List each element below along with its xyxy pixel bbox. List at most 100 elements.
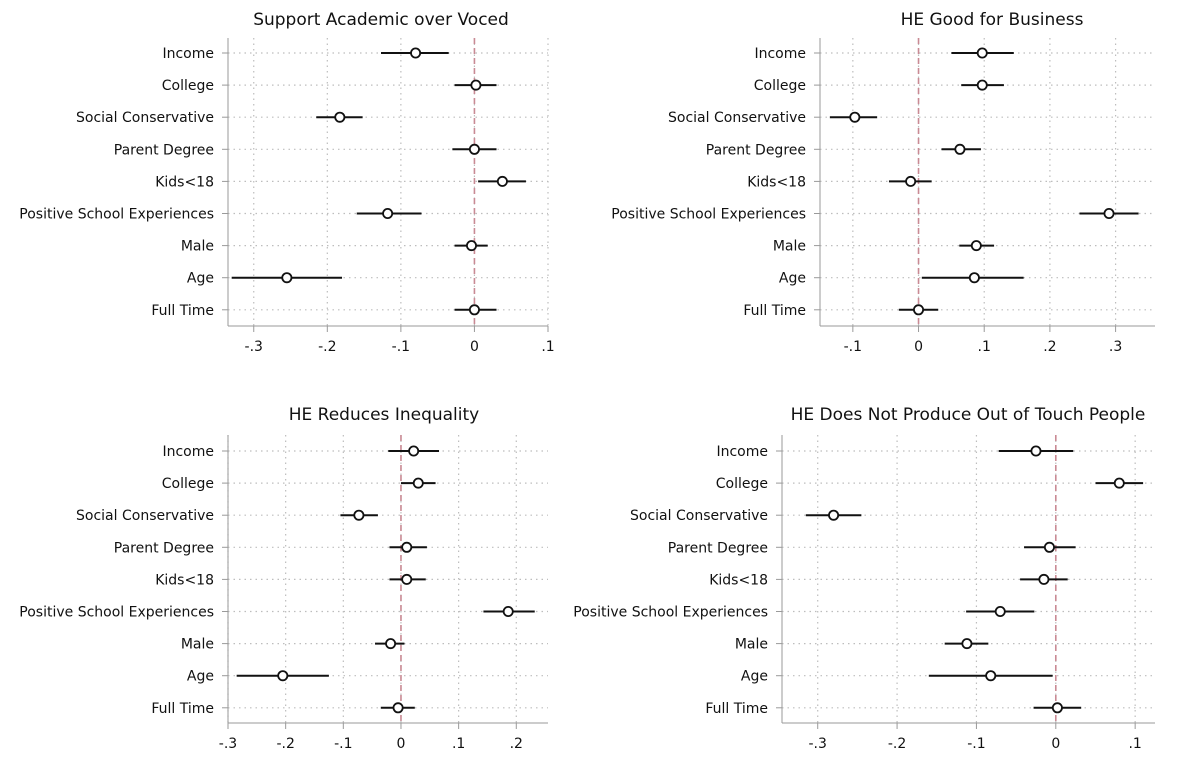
point-estimate	[1051, 702, 1063, 714]
y-tick-label: College	[162, 476, 214, 492]
point-estimate	[401, 541, 413, 553]
y-tick-label: Social Conservative	[668, 110, 806, 126]
y-tick-label: Age	[187, 669, 214, 685]
x-tick-label: -.1	[392, 339, 410, 355]
point-estimate	[410, 47, 422, 59]
point-estimate	[470, 79, 482, 91]
y-tick-label: Income	[716, 444, 768, 460]
x-tick-label: 0	[914, 339, 923, 355]
y-tick-label: Male	[181, 239, 214, 255]
point-estimate	[401, 573, 413, 585]
x-tick-label: -.2	[276, 736, 294, 752]
x-tick-label: .3	[1109, 339, 1122, 355]
panel-title: Support Academic over Voced	[253, 10, 509, 30]
y-tick-label: Positive School Experiences	[19, 605, 214, 621]
point-estimate	[281, 272, 293, 284]
panel-he-does-not-produce-out-of-touch-people: HE Does Not Produce Out of Touch People …	[573, 405, 1155, 752]
y-tick-label: Kids<18	[155, 572, 214, 588]
x-tick-label: -.2	[888, 736, 906, 752]
x-tick-label: -.3	[809, 736, 827, 752]
point-estimate	[408, 445, 420, 457]
x-tick-label: 0	[397, 736, 406, 752]
y-tick-label: Full Time	[743, 303, 806, 319]
y-tick-label: Income	[754, 46, 806, 62]
point-estimate	[382, 207, 394, 219]
point-estimate	[970, 240, 982, 252]
x-tick-label: 0	[470, 339, 479, 355]
point-estimate	[828, 509, 840, 521]
point-estimate	[412, 477, 424, 489]
point-estimate	[502, 606, 514, 618]
point-estimate	[954, 143, 966, 155]
point-estimate	[392, 702, 404, 714]
point-estimate	[968, 272, 980, 284]
y-tick-label: Kids<18	[155, 174, 214, 190]
y-tick-label: Male	[773, 239, 806, 255]
x-tick-label: -.1	[844, 339, 862, 355]
point-estimate	[1103, 207, 1115, 219]
panel-he-good-for-business: HE Good for Business Income College Social…	[611, 10, 1155, 355]
y-tick-label: Parent Degree	[668, 540, 768, 556]
point-estimate	[1030, 445, 1042, 457]
y-tick-label: Age	[187, 271, 214, 287]
point-estimate	[985, 670, 997, 682]
y-tick-label: Positive School Experiences	[611, 207, 806, 223]
y-tick-label: Social Conservative	[630, 508, 768, 524]
y-tick-label: Age	[741, 669, 768, 685]
y-tick-label: Male	[181, 637, 214, 653]
x-tick-label: -.2	[318, 339, 336, 355]
point-estimate	[334, 111, 346, 123]
y-tick-label: College	[162, 78, 214, 94]
point-estimate	[353, 509, 365, 521]
x-tick-label: .1	[1128, 736, 1141, 752]
y-tick-label: Income	[162, 444, 214, 460]
point-estimate	[496, 175, 508, 187]
point-estimate	[913, 304, 925, 316]
x-tick-label: -.3	[219, 736, 237, 752]
point-estimate	[976, 79, 988, 91]
y-tick-label: College	[754, 78, 806, 94]
y-tick-label: Age	[779, 271, 806, 287]
x-tick-label: .1	[978, 339, 991, 355]
point-estimate	[849, 111, 861, 123]
x-tick-label: -.3	[245, 339, 263, 355]
y-tick-label: Kids<18	[747, 174, 806, 190]
point-estimate	[465, 240, 477, 252]
y-tick-label: Positive School Experiences	[573, 605, 768, 621]
y-tick-label: College	[716, 476, 768, 492]
point-estimate	[976, 47, 988, 59]
x-tick-label: -.1	[334, 736, 352, 752]
y-tick-label: Parent Degree	[706, 142, 806, 158]
x-tick-label: .1	[541, 339, 554, 355]
x-tick-label: .1	[452, 736, 465, 752]
x-tick-label: 0	[1051, 736, 1060, 752]
x-tick-label: -.1	[967, 736, 985, 752]
y-tick-label: Social Conservative	[76, 508, 214, 524]
point-estimate	[1038, 573, 1050, 585]
point-estimate	[385, 638, 397, 650]
panel-support-academic-over-voced: Support Academic over Voced Income Colleg…	[19, 10, 554, 355]
y-tick-label: Social Conservative	[76, 110, 214, 126]
y-tick-label: Positive School Experiences	[19, 207, 214, 223]
panel-title: HE Good for Business	[901, 10, 1084, 30]
point-estimate	[961, 638, 973, 650]
point-estimate	[468, 143, 480, 155]
y-tick-label: Income	[162, 46, 214, 62]
panel-title: HE Reduces Inequality	[289, 405, 479, 425]
x-tick-label: .2	[1043, 339, 1056, 355]
point-estimate	[1113, 477, 1125, 489]
point-estimate	[905, 175, 917, 187]
y-tick-label: Male	[735, 637, 768, 653]
panel-title: HE Does Not Produce Out of Touch People	[791, 405, 1146, 425]
y-tick-label: Full Time	[151, 303, 214, 319]
y-tick-label: Full Time	[705, 701, 768, 717]
y-tick-label: Kids<18	[709, 572, 768, 588]
x-tick-label: .2	[510, 736, 523, 752]
panel-he-reduces-inequality: HE Reduces Inequality Income College Socia…	[19, 405, 548, 752]
point-estimate	[1043, 541, 1055, 553]
point-estimate	[277, 670, 289, 682]
point-estimate	[994, 606, 1006, 618]
y-tick-label: Full Time	[151, 701, 214, 717]
y-tick-label: Parent Degree	[114, 142, 214, 158]
